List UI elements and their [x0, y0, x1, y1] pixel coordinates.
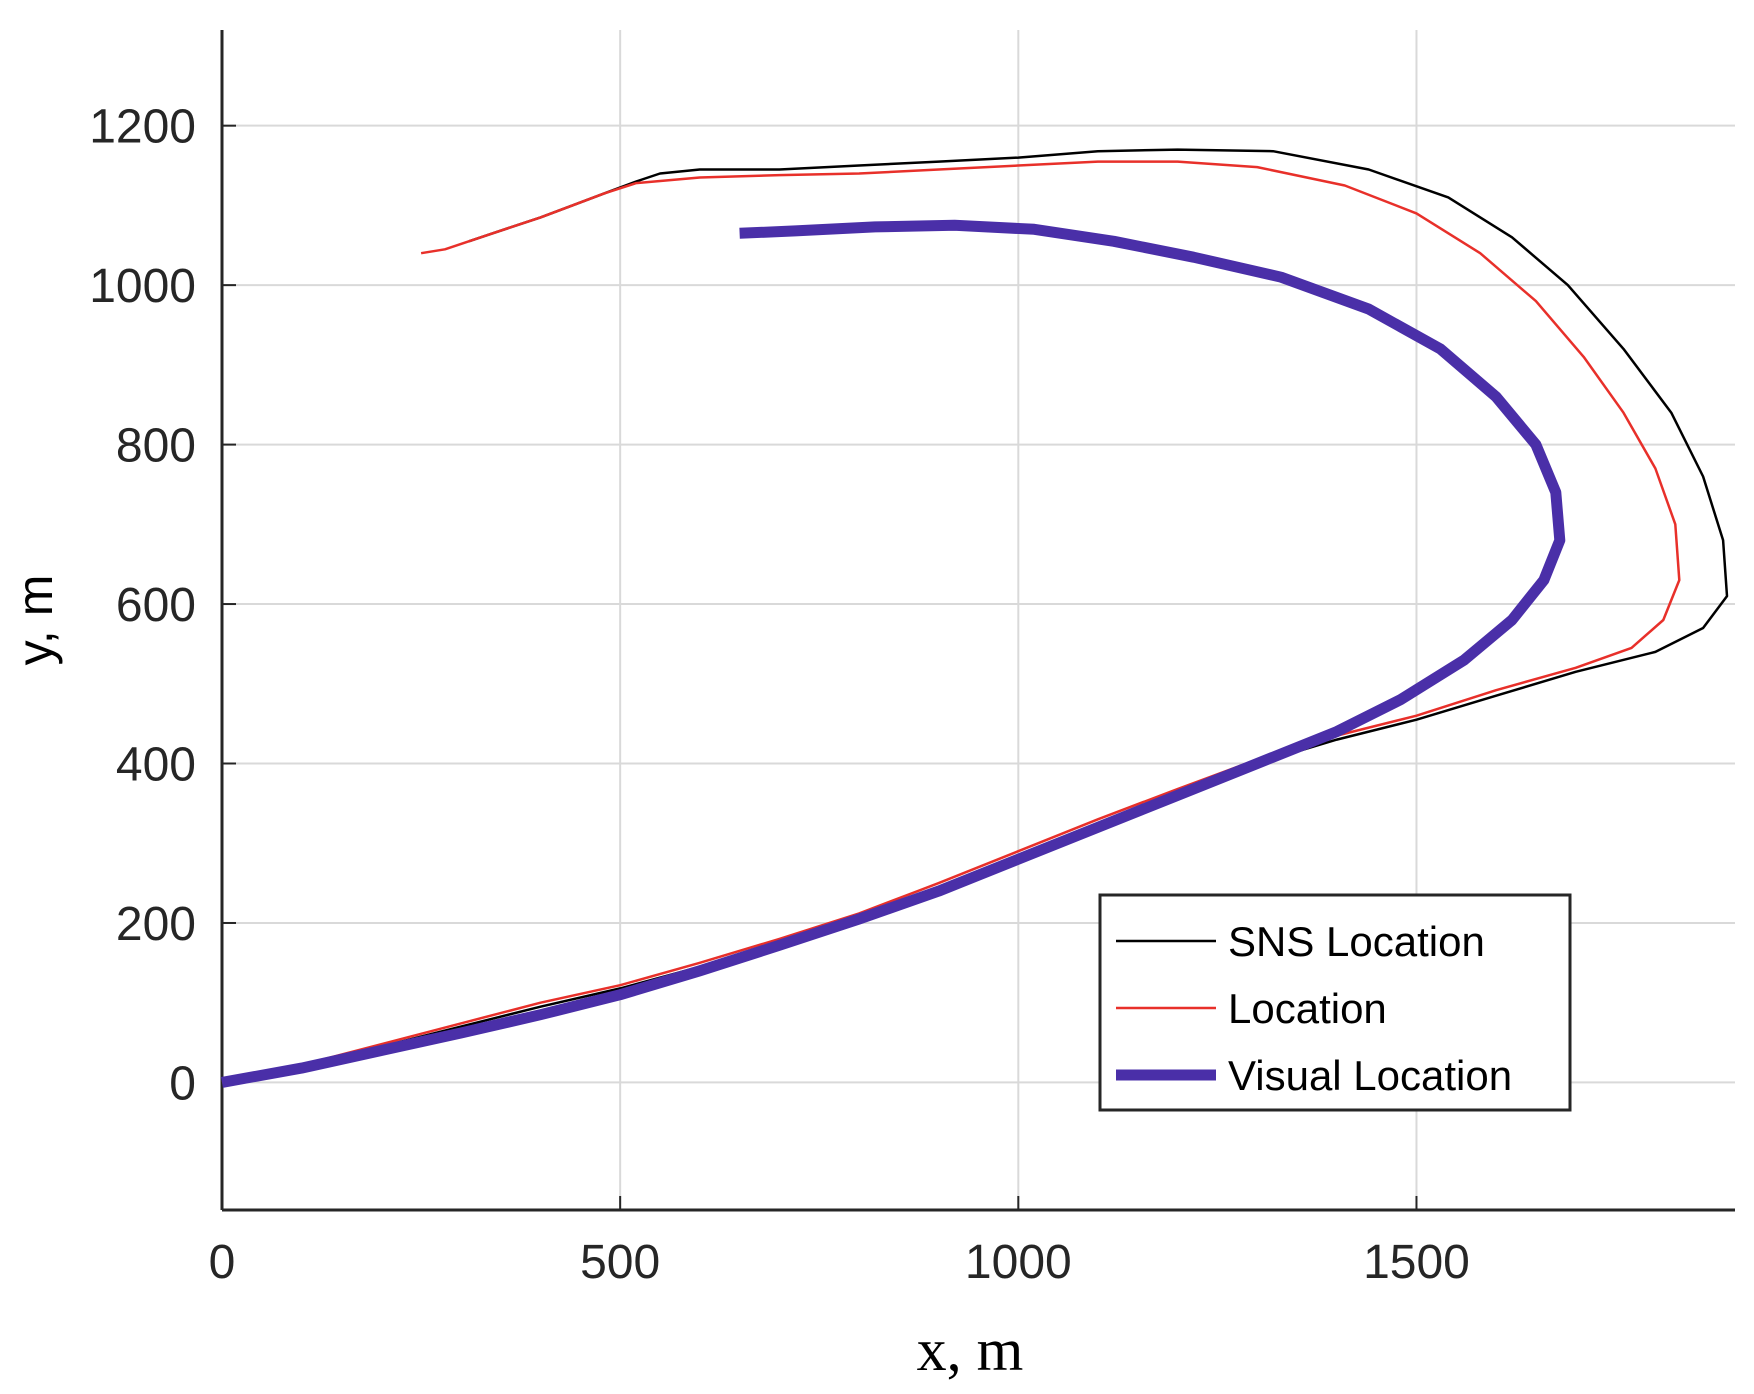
- y-tick-label: 200: [116, 898, 196, 951]
- legend: SNS Location Location Visual Location: [1098, 893, 1572, 1112]
- axes: [220, 30, 1735, 1212]
- y-tick-label: 600: [116, 579, 196, 632]
- x-tick-label: 500: [580, 1236, 660, 1289]
- legend-label: SNS Location: [1228, 918, 1485, 965]
- plot-lines: [221, 148, 1729, 1088]
- x-tick-label: 0: [209, 1236, 236, 1289]
- x-tick-label: 1500: [1363, 1236, 1470, 1289]
- y-tick-label: 1200: [89, 101, 196, 154]
- x-tick-label: 1000: [965, 1236, 1072, 1289]
- y-axis-title: y, m: [7, 575, 63, 666]
- tick-labels: 0 500 1000 1500 0 200 400 600 800 1000 1200: [89, 101, 1470, 1289]
- grid-lines: [222, 30, 1735, 1210]
- y-tick-label: 1000: [89, 260, 196, 313]
- legend-label: Location: [1228, 985, 1387, 1032]
- legend-label: Visual Location: [1228, 1052, 1512, 1099]
- y-tick-label: 400: [116, 739, 196, 792]
- y-tick-label: 0: [169, 1057, 196, 1110]
- series-line-location: [221, 160, 1681, 1084]
- x-axis-title: x, m: [917, 1317, 1024, 1383]
- y-tick-label: 800: [116, 420, 196, 473]
- series-line-visual-location: [221, 219, 1566, 1088]
